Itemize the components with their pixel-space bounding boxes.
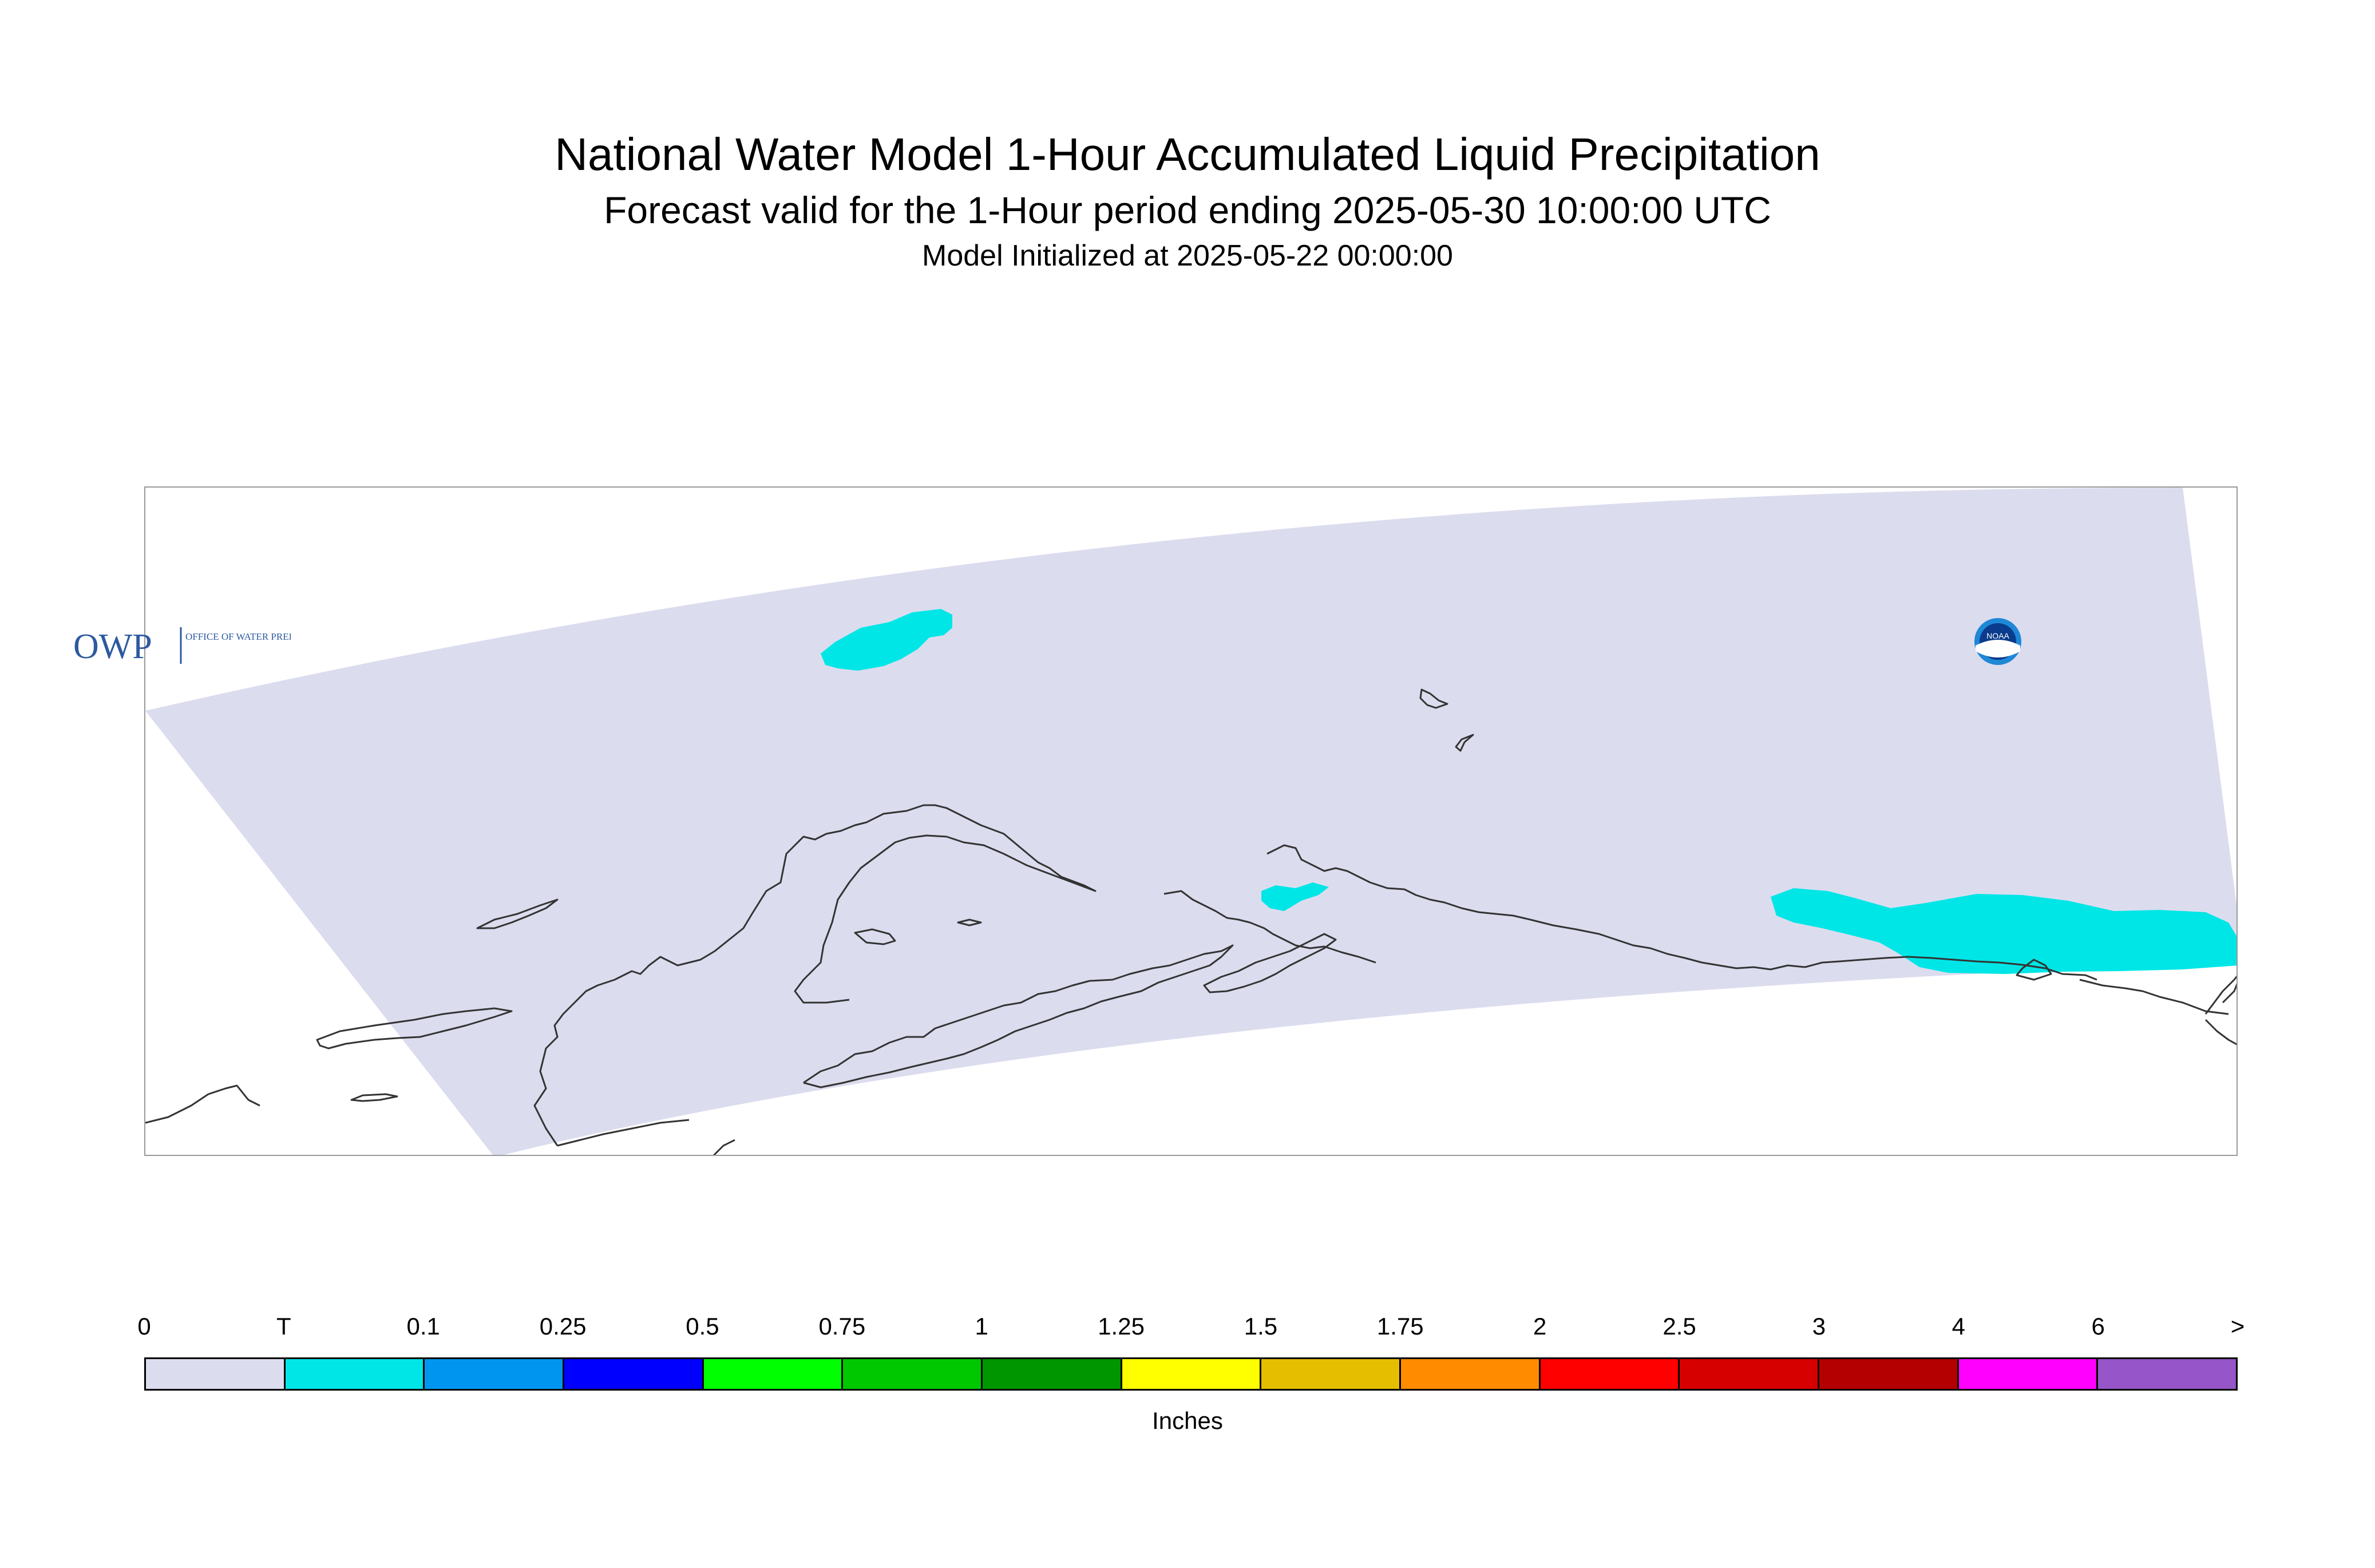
legend-tick-label: 1.25 [1098, 1313, 1145, 1340]
legend-swatch [1261, 1359, 1402, 1389]
coastline-peninsula [794, 804, 1097, 1004]
precip-area-north [821, 609, 952, 671]
legend-tick-label: 0.1 [406, 1313, 440, 1340]
legend-tick-label: T [276, 1313, 291, 1340]
legend-swatch [1122, 1359, 1262, 1389]
map-title: National Water Model 1-Hour Accumulated … [555, 129, 1820, 180]
island-small-north [1419, 688, 1448, 709]
legend-swatch [843, 1359, 983, 1389]
legend-units: Inches [1152, 1407, 1223, 1434]
legend-tick-label: 1 [975, 1313, 988, 1340]
map-svg [145, 488, 2237, 1155]
legend-tick-label: 3 [1812, 1313, 1826, 1340]
coast-lower [557, 1119, 735, 1155]
legend-swatch [146, 1359, 286, 1389]
map-panel [144, 486, 2238, 1156]
legend-tick-label: 1.5 [1244, 1313, 1278, 1340]
owp-logo-text: OWP [73, 627, 152, 666]
coastline-southeast-2 [2016, 959, 2229, 1015]
legend-tick-label: 0.25 [539, 1313, 587, 1340]
coastline-alaska-south [533, 833, 827, 1146]
legend-tick-label: 0 [137, 1313, 151, 1340]
noaa-logo-wave [1976, 640, 2020, 658]
coastline-bc [2204, 983, 2237, 1046]
legend-swatch [564, 1359, 704, 1389]
island-small-north-2 [1455, 734, 1474, 752]
legend-swatch [285, 1359, 425, 1389]
owp-logo: OWP OFFICE OF WATER PREDICTION [73, 627, 291, 666]
legend-swatch [1680, 1359, 1820, 1389]
legend-tick-label: 4 [1952, 1313, 1965, 1340]
legend-tick-label: > [2230, 1313, 2245, 1340]
island-st-lawrence [476, 898, 559, 929]
legend-swatch [425, 1359, 565, 1389]
owp-logo-subtext: OFFICE OF WATER PREDICTION [185, 631, 291, 642]
legend-swatch [1540, 1359, 1680, 1389]
coastline-cook-inlet [1266, 844, 1531, 921]
model-domain-area [145, 488, 2237, 1155]
coast-western-land [145, 1007, 513, 1124]
coastline-gulf [1163, 890, 1376, 964]
model-init-line: Model Initialized at 2025-05-22 00:00:00 [922, 239, 1453, 272]
map-subtitle: Forecast valid for the 1-Hour period end… [604, 189, 1771, 231]
precip-area-central [1261, 882, 1329, 911]
legend-tick-label: 2 [1533, 1313, 1547, 1340]
island-kodiak [1203, 933, 1337, 993]
legend-swatch [2098, 1359, 2237, 1389]
legend-labels: 0 T 0.1 0.25 0.5 0.75 1 1.25 1.5 1.75 2 2.5 3 4 6 > [137, 1310, 2245, 1345]
legend-colorbar [144, 1357, 2238, 1391]
island-bay [957, 918, 982, 926]
legend-swatch [703, 1359, 844, 1389]
island-nunivak [854, 928, 896, 945]
coastline-southeast [1530, 918, 2097, 981]
legend-swatch [1819, 1359, 1959, 1389]
noaa-logo: NOAA [1974, 618, 2021, 665]
precip-area-east [1771, 888, 2237, 974]
coast-east-edge [2204, 975, 2237, 1015]
legend-swatch [983, 1359, 1122, 1389]
noaa-logo-text: NOAA [1986, 631, 2009, 640]
coastline-aleutian-chain [803, 944, 1234, 1088]
legend-tick-label: 0.5 [686, 1313, 719, 1340]
coastlines [145, 688, 2237, 1155]
legend-tick-label: 6 [2091, 1313, 2105, 1340]
legend-tick-label: 0.75 [818, 1313, 866, 1340]
legend-swatch [1958, 1359, 2099, 1389]
legend-tick-label: 1.75 [1376, 1313, 1424, 1340]
legend-swatch [1401, 1359, 1541, 1389]
legend-tick-label: 2.5 [1662, 1313, 1696, 1340]
